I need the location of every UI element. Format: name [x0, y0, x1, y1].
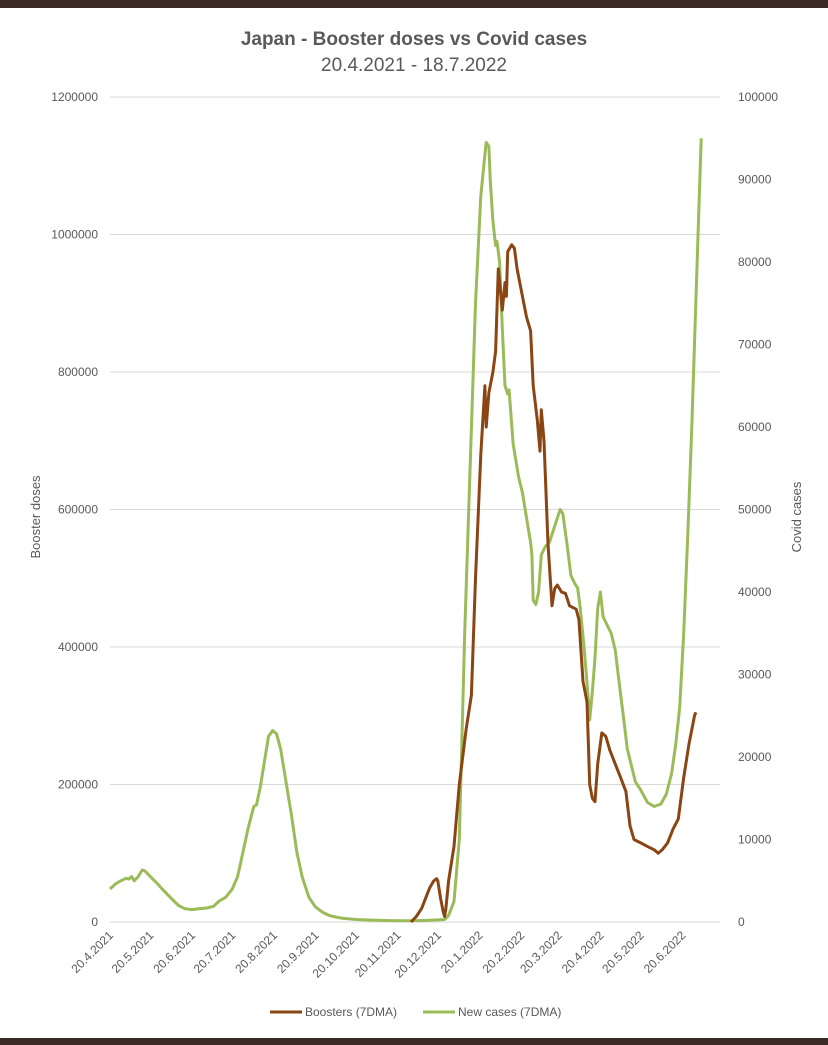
x-tick-label: 20.8.2021 [232, 928, 280, 976]
right-tick-label: 0 [738, 915, 745, 929]
x-axis-ticks: 20.4.202120.5.202120.6.202120.7.202120.8… [68, 928, 688, 981]
left-tick-label: 1000000 [51, 228, 98, 242]
x-tick-label: 20.1.2022 [438, 928, 486, 976]
right-axis-ticks: 0 10000 20000 30000 40000 50000 60000 70000 8000… [738, 90, 778, 929]
right-tick-label: 90000 [738, 173, 772, 187]
x-tick-label: 20.5.2022 [599, 928, 647, 976]
right-tick-label: 100000 [738, 90, 778, 104]
right-tick-label: 40000 [738, 585, 772, 599]
x-tick-label: 20.5.2021 [109, 928, 157, 976]
right-tick-label: 80000 [738, 255, 772, 269]
x-tick-label: 20.6.2022 [641, 928, 689, 976]
right-axis-title: Covid cases [789, 481, 804, 552]
left-tick-label: 400000 [58, 640, 98, 654]
left-tick-label: 1200000 [51, 90, 98, 104]
legend: Boosters (7DMA) New cases (7DMA) [270, 1005, 561, 1019]
left-axis-title: Booster doses [28, 475, 43, 559]
series-lines [108, 138, 703, 924]
chart-frame: Japan - Booster doses vs Covid cases 20.… [0, 8, 828, 1038]
left-tick-label: 0 [91, 915, 98, 929]
chart-title: Japan - Booster doses vs Covid cases [241, 29, 587, 50]
right-tick-label: 70000 [738, 338, 772, 352]
left-tick-label: 800000 [58, 365, 98, 379]
right-tick-label: 20000 [738, 750, 772, 764]
x-tick-label: 20.6.2021 [150, 928, 198, 976]
left-tick-label: 600000 [58, 503, 98, 517]
x-tick-label: 20.4.2021 [68, 928, 116, 976]
x-tick-label: 20.4.2022 [559, 928, 607, 976]
right-tick-label: 10000 [738, 833, 772, 847]
grid-lines [110, 96, 720, 923]
chart-svg: Japan - Booster doses vs Covid cases 20.… [28, 29, 804, 1019]
left-axis-ticks: 0 200000 400000 600000 800000 1000000 1200000 [51, 90, 98, 929]
left-tick-label: 200000 [58, 778, 98, 792]
x-tick-label: 20.7.2021 [191, 928, 239, 976]
series-line-boosters [409, 243, 698, 924]
right-tick-label: 30000 [738, 668, 772, 682]
legend-label-new-cases: New cases (7DMA) [458, 1005, 561, 1019]
chart-subtitle: 20.4.2021 - 18.7.2022 [321, 55, 507, 76]
x-tick-label: 20.3.2022 [517, 928, 565, 976]
legend-label-boosters: Boosters (7DMA) [305, 1005, 397, 1019]
right-tick-label: 60000 [738, 420, 772, 434]
series-line-new-cases [108, 138, 703, 923]
right-tick-label: 50000 [738, 503, 772, 517]
